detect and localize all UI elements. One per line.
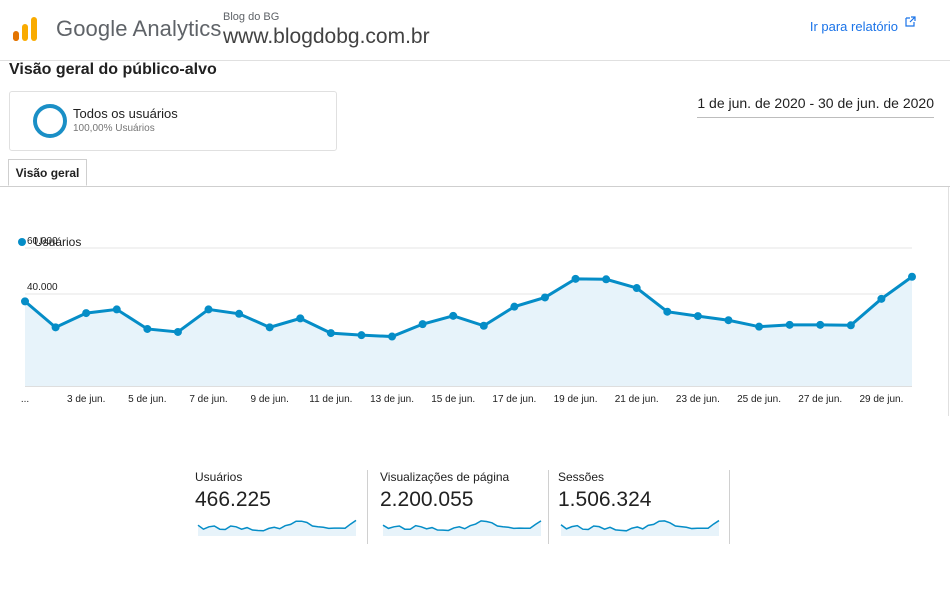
page-title: Visão geral do público-alvo [9, 61, 217, 78]
series-line [24, 275, 913, 339]
metric-value: 466.225 [195, 488, 271, 511]
app-header: Google Analytics Blog do BG www.blogdobg… [0, 0, 950, 61]
legend-marker [18, 238, 26, 246]
product-name: Google Analytics [56, 16, 222, 41]
google-analytics-logo[interactable] [10, 14, 40, 44]
property-url: www.blogdobg.com.br [223, 25, 430, 48]
date-range-selector[interactable]: 1 de jun. de 2020 - 30 de jun. de 2020 [697, 95, 934, 118]
x-tick-label: 3 de jun. [67, 394, 105, 405]
data-point [908, 272, 916, 281]
x-tick-label: 23 de jun. [676, 394, 720, 405]
metric-label: Usuários [195, 470, 243, 484]
y-tick-label: 60.000 [27, 236, 58, 247]
data-point [173, 327, 182, 336]
series-area [25, 276, 912, 386]
metric-label: Visualizações de página [380, 470, 510, 484]
data-point [204, 305, 213, 314]
x-tick-label: 29 de jun. [859, 394, 903, 405]
tab-bar [0, 186, 950, 187]
metric-divider [548, 470, 549, 544]
data-point [540, 293, 549, 302]
x-tick-label: 5 de jun. [128, 394, 166, 405]
metric-divider [367, 470, 368, 544]
x-tick-label: 7 de jun. [189, 394, 227, 405]
tab-overview[interactable]: Visão geral [8, 159, 87, 186]
data-point [296, 314, 305, 323]
data-point [632, 284, 641, 293]
segment-percentage: 100,00% Usuários [73, 123, 155, 134]
data-point [724, 316, 733, 325]
data-point [663, 307, 672, 316]
segment-card[interactable]: Todos os usuários 100,00% Usuários [9, 91, 337, 151]
data-point [846, 321, 855, 330]
metric-label: Sessões [558, 470, 605, 484]
metric-value: 2.200.055 [380, 488, 474, 511]
x-tick-label: ... [21, 394, 29, 405]
metric-pageviews[interactable]: Visualizações de página 2.200.055 [380, 468, 545, 544]
data-point [143, 324, 152, 333]
go-to-report-link[interactable]: Ir para relatório [809, 19, 898, 34]
data-point [816, 320, 825, 329]
segment-ring-icon [33, 104, 67, 138]
x-tick-label: 13 de jun. [370, 394, 414, 405]
legend-label: Usuários [34, 235, 81, 249]
data-point [357, 331, 366, 340]
metric-users[interactable]: Usuários 466.225 [195, 468, 360, 544]
data-point [877, 294, 886, 303]
external-link-icon[interactable] [905, 16, 916, 27]
x-tick-label: 25 de jun. [737, 394, 781, 405]
data-point [785, 320, 794, 329]
data-point [388, 332, 397, 341]
sparkline-line [197, 519, 357, 532]
data-point [265, 323, 274, 332]
data-point [235, 309, 244, 318]
metric-divider [729, 470, 730, 544]
data-point [755, 322, 764, 331]
sparkline-line [560, 519, 720, 532]
x-tick-label: 11 de jun. [309, 394, 352, 405]
data-point [479, 321, 488, 330]
data-point [326, 329, 335, 338]
property-name: Blog do BG [223, 11, 280, 23]
data-point [418, 320, 427, 329]
data-point [82, 309, 91, 318]
x-tick-label: 27 de jun. [798, 394, 842, 405]
metric-sparkline [382, 520, 542, 536]
data-point [21, 297, 29, 306]
x-tick-label: 9 de jun. [251, 394, 289, 405]
data-point [693, 312, 702, 321]
x-tick-label: 17 de jun. [492, 394, 536, 405]
data-point [510, 302, 519, 311]
metric-value: 1.506.324 [558, 488, 652, 511]
data-point [449, 311, 458, 320]
x-tick-label: 19 de jun. [554, 394, 598, 405]
data-point [602, 275, 611, 284]
x-tick-label: 15 de jun. [431, 394, 475, 405]
metric-sparkline [560, 519, 720, 536]
segment-name: Todos os usuários [73, 106, 178, 121]
data-point [51, 323, 60, 332]
y-tick-label: 40.000 [27, 282, 58, 293]
x-tick-label: 21 de jun. [615, 394, 659, 405]
metric-sparkline [197, 519, 357, 536]
panel-divider [948, 187, 949, 416]
metric-sessions[interactable]: Sessões 1.506.324 [558, 468, 723, 544]
data-point [571, 274, 580, 283]
sparkline-line [382, 520, 542, 532]
data-point [112, 305, 121, 314]
